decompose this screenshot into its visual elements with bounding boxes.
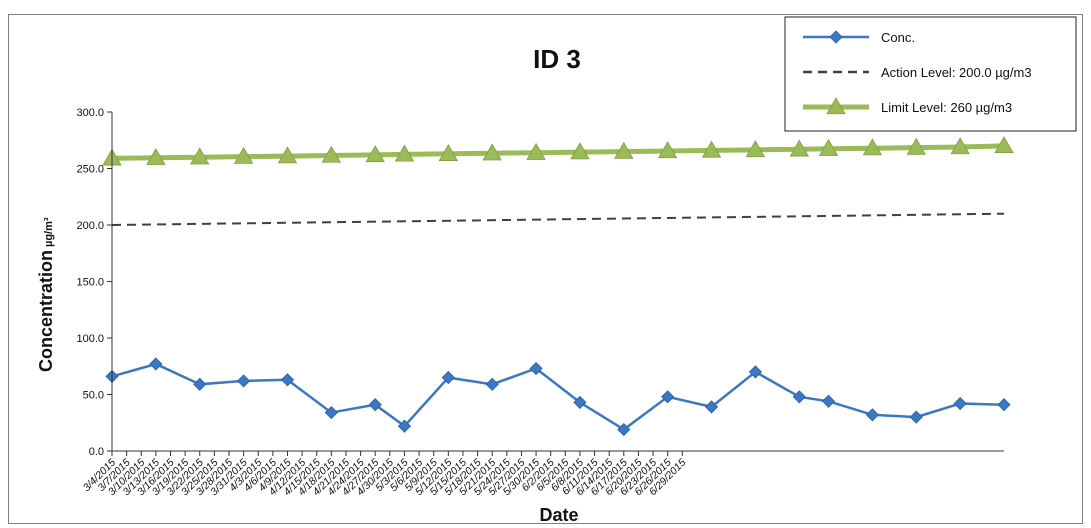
legend-items: Conc. Action Level: 200.0 µg/m3 Limit Leve… bbox=[803, 30, 1032, 115]
data-point-0 bbox=[149, 357, 163, 371]
data-point-2 bbox=[950, 137, 970, 155]
data-point-2 bbox=[438, 144, 459, 161]
y-tick-label: 150.0 bbox=[76, 277, 104, 289]
data-point-2 bbox=[994, 136, 1014, 154]
data-point-2 bbox=[906, 137, 926, 155]
data-point-0 bbox=[441, 370, 455, 385]
y-axis-title: Concentration bbox=[36, 250, 56, 372]
data-point-0 bbox=[617, 422, 631, 437]
y-tick-label: 0.0 bbox=[89, 446, 104, 458]
data-point-0 bbox=[748, 365, 762, 379]
data-point-0 bbox=[280, 373, 295, 387]
series-line-0 bbox=[111, 362, 1005, 432]
data-point-0 bbox=[193, 377, 207, 391]
chart-svg: ID 3 0.050.0100.0150.0200.0250.0300.03/4… bbox=[36, 16, 1077, 525]
y-tick-label: 250.0 bbox=[76, 164, 104, 176]
data-point-0 bbox=[397, 419, 412, 433]
data-point-0 bbox=[704, 400, 719, 414]
plot-layer bbox=[102, 136, 1014, 437]
y-tick-label: 100.0 bbox=[76, 333, 104, 345]
data-point-0 bbox=[529, 361, 543, 376]
data-point-2 bbox=[394, 144, 415, 162]
data-point-0 bbox=[821, 394, 836, 408]
data-point-0 bbox=[792, 390, 806, 404]
data-point-2 bbox=[146, 147, 166, 165]
series-line-2 bbox=[111, 143, 1005, 161]
data-point-2 bbox=[862, 138, 883, 156]
data-point-2 bbox=[526, 142, 546, 160]
data-point-2 bbox=[233, 146, 254, 164]
y-tick-label: 300.0 bbox=[76, 107, 104, 119]
data-point-0 bbox=[997, 398, 1011, 412]
axis-layer: 0.050.0100.0150.0200.0250.0300.03/4/2015… bbox=[76, 107, 1004, 498]
data-point-2 bbox=[190, 147, 210, 165]
data-point-0 bbox=[909, 410, 923, 424]
data-point-2 bbox=[570, 142, 590, 160]
legend-label-2: Limit Level: 260 µg/m3 bbox=[881, 100, 1012, 115]
legend-label-1: Action Level: 200.0 µg/m3 bbox=[881, 65, 1032, 80]
data-point-2 bbox=[482, 143, 502, 161]
data-point-2 bbox=[365, 145, 385, 163]
data-point-0 bbox=[368, 398, 382, 412]
x-axis-title: Date bbox=[539, 505, 578, 525]
chart-title: ID 3 bbox=[533, 44, 581, 74]
data-point-2 bbox=[657, 141, 678, 159]
data-point-0 bbox=[865, 408, 879, 422]
legend-marker-2 bbox=[826, 97, 846, 115]
data-point-2 bbox=[614, 141, 634, 159]
series-line-1 bbox=[111, 212, 1005, 226]
data-point-0 bbox=[237, 374, 251, 388]
data-point-0 bbox=[661, 390, 675, 404]
y-axis-unit: µg/m³ bbox=[43, 217, 55, 247]
legend: Conc. Action Level: 200.0 µg/m3 Limit Leve… bbox=[784, 16, 1077, 132]
legend-label-0: Conc. bbox=[881, 30, 915, 45]
data-point-2 bbox=[701, 140, 722, 158]
chart-frame: ID 3 0.0 50.0 100.0 150.0 200.0 250.0 300.0 3/4… bbox=[8, 14, 1083, 525]
y-tick-label: 200.0 bbox=[76, 220, 104, 232]
y-axis-title-group: Concentration µg/m³ bbox=[36, 217, 56, 372]
data-point-2 bbox=[277, 146, 298, 164]
y-tick-label: 50.0 bbox=[83, 390, 104, 402]
data-point-2 bbox=[321, 145, 342, 163]
legend-marker-0 bbox=[829, 30, 843, 44]
data-point-0 bbox=[324, 406, 338, 420]
data-point-2 bbox=[818, 138, 839, 156]
data-point-0 bbox=[485, 377, 499, 391]
data-point-0 bbox=[573, 395, 587, 409]
data-point-2 bbox=[745, 140, 766, 158]
data-point-0 bbox=[953, 396, 967, 411]
data-point-2 bbox=[789, 139, 809, 157]
